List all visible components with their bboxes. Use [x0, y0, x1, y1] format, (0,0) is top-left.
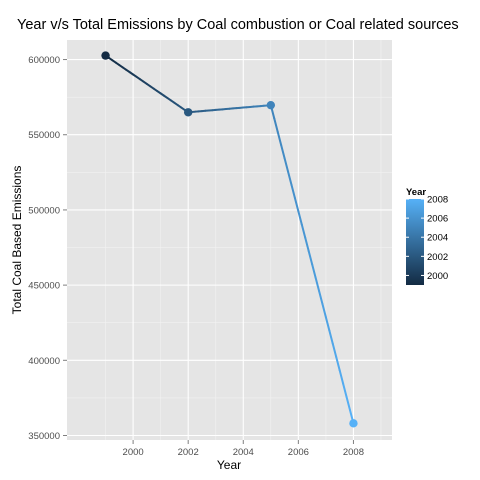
legend: Year 2008 2006 2004 2002 2000: [406, 187, 448, 285]
series-line-segment: [290, 183, 296, 199]
y-tick-label: 450000: [28, 281, 60, 292]
series-line-segment: [307, 250, 314, 266]
series-line-segment: [280, 143, 286, 160]
series-line-segment: [293, 196, 300, 213]
series-line-segment: [314, 276, 321, 292]
data-point: [101, 51, 110, 60]
y-tick-label: 500000: [28, 205, 60, 216]
emissions-series: [101, 51, 358, 428]
legend-tick-label: 2008: [427, 195, 448, 206]
x-tick-label: 2008: [343, 447, 364, 458]
y-tick-label: 400000: [28, 356, 60, 367]
legend-ticks: 2008 2006 2004 2002 2000: [406, 195, 448, 282]
series-line-segment: [276, 130, 283, 146]
x-tick-label: 2002: [178, 447, 199, 458]
minor-gridlines: [67, 40, 392, 440]
x-tick-label: 2000: [123, 447, 144, 458]
chart-title: Year v/s Total Emissions by Coal combust…: [17, 17, 459, 33]
x-axis-title: Year: [217, 458, 241, 472]
y-tick-label: 550000: [28, 130, 60, 141]
x-tick-label: 2006: [288, 447, 309, 458]
x-tick-label: 2004: [233, 447, 254, 458]
data-point: [266, 100, 276, 110]
legend-tick-label: 2002: [427, 252, 448, 263]
legend-tick-label: 2004: [427, 233, 448, 244]
y-tick-label: 600000: [28, 55, 60, 66]
series-line-segment: [311, 263, 317, 279]
legend-tick-label: 2000: [427, 271, 448, 282]
data-point: [183, 108, 193, 117]
series-line-segment: [304, 236, 310, 253]
y-tick-label: 350000: [28, 431, 60, 442]
plot-panel: [67, 40, 392, 440]
series-line-segment: [345, 395, 351, 412]
y-axis-ticks: 350000 400000 450000 500000 550000 600000: [28, 55, 67, 442]
series-line-segment: [283, 157, 290, 173]
series-line-segment: [297, 210, 303, 226]
data-point: [349, 419, 358, 428]
series-line-segment: [300, 223, 307, 239]
series-line-segment: [273, 117, 279, 133]
series-line-segment: [331, 342, 338, 359]
series-line-segment: [342, 382, 348, 398]
series-line-segment: [321, 303, 327, 319]
legend-tick-label: 2006: [427, 214, 448, 225]
x-axis-ticks: 2000 2002 2004 2006 2008: [123, 440, 364, 458]
legend-colorbar: [406, 199, 424, 285]
series-line-segment: [324, 316, 331, 332]
series-line-segment: [318, 289, 324, 306]
series-line-segment: [328, 329, 334, 345]
series-line-segment: [287, 170, 293, 186]
series-line-segment: [338, 369, 345, 385]
y-axis-title: Total Coal Based Emissions: [10, 166, 24, 315]
series-line-segment: [335, 356, 341, 372]
legend-title: Year: [406, 187, 426, 198]
